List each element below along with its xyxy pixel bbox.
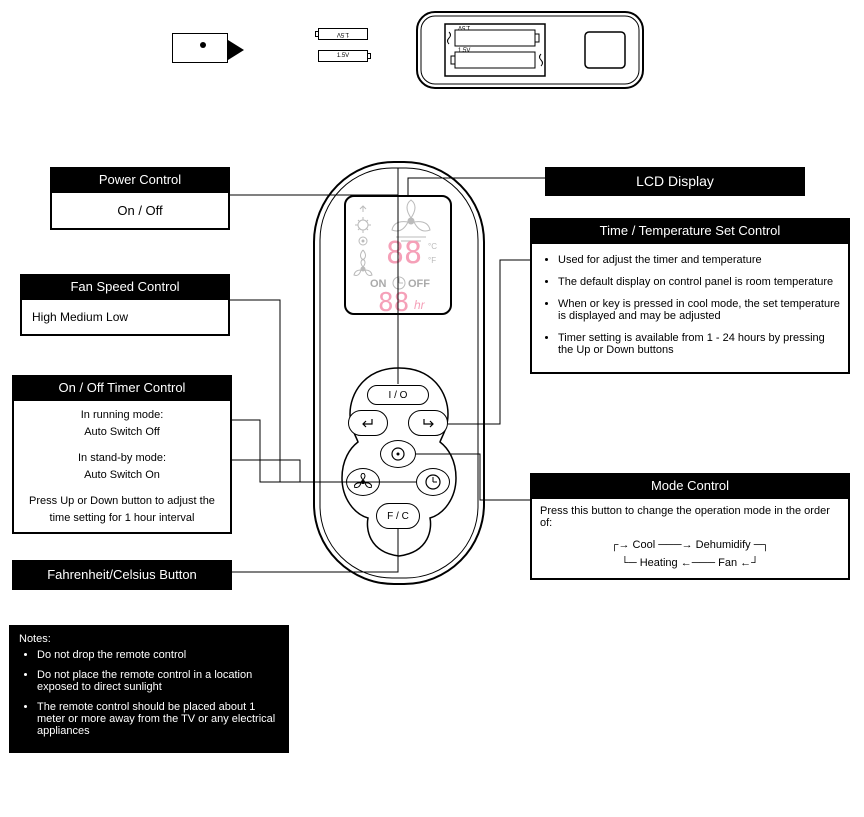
lcd-panel: 88 °C °F ON OFF 88 hr	[344, 195, 452, 315]
notes-bullet: The remote control should be placed abou…	[37, 701, 279, 737]
battery-voltage-label: 1.5V	[337, 53, 349, 59]
time-temp-box: Time / Temperature Set Control Used for …	[530, 218, 850, 374]
emitter-icon	[228, 40, 244, 60]
timer-adjust-text: Press Up or Down button to adjust the ti…	[22, 493, 222, 526]
fan-icon	[354, 473, 372, 491]
power-control-box: Power Control On / Off	[50, 167, 230, 230]
loose-battery-1: 1.5V	[318, 28, 368, 40]
mode-flow-cool: Cool	[633, 539, 656, 551]
mode-button[interactable]	[380, 440, 416, 468]
time-temp-bullet: The default display on control panel is …	[558, 276, 840, 288]
notes-bullet: Do not drop the remote control	[37, 649, 279, 661]
clock-icon	[424, 473, 442, 491]
battery-voltage-label: 1.5V	[337, 31, 349, 37]
svg-text:°C: °C	[428, 242, 437, 251]
power-control-title: Power Control	[51, 168, 229, 192]
mode-cycle-icon	[389, 445, 407, 463]
lcd-title: LCD Display	[545, 167, 805, 196]
mode-flow-heating: Heating	[640, 557, 678, 569]
timer-running-body: Auto Switch Off	[22, 424, 222, 441]
fan-speed-title: Fan Speed Control	[21, 275, 229, 299]
svg-text:hr: hr	[414, 298, 426, 312]
power-control-body: On / Off	[51, 192, 229, 229]
sensor-module-body	[172, 33, 228, 63]
power-button[interactable]: I / O	[367, 385, 429, 405]
time-temp-bullet: When or key is pressed in cool mode, the…	[558, 298, 840, 322]
time-temp-bullet: Timer setting is available from 1 - 24 h…	[558, 332, 840, 356]
temp-down-button[interactable]	[348, 410, 388, 436]
timer-standby-body: Auto Switch On	[22, 467, 222, 484]
mode-flow-diagram: ┌→ Cool ───→ Dehumidify ─┐ └─ Heating ←─…	[540, 537, 840, 572]
svg-text:°F: °F	[428, 256, 436, 265]
mode-control-title: Mode Control	[531, 474, 849, 498]
lcd-box: LCD Display	[545, 167, 805, 196]
fan-speed-button[interactable]	[346, 468, 380, 496]
remote-back-outline	[415, 10, 645, 90]
mode-control-body: Press this button to change the operatio…	[540, 505, 840, 529]
time-temp-list: Used for adjust the timer and temperatur…	[540, 254, 840, 356]
fan-speed-box: Fan Speed Control High Medium Low	[20, 274, 230, 336]
fc-title: Fahrenheit/Celsius Button	[13, 561, 231, 589]
lcd-temp-digits: 88	[386, 236, 422, 271]
fc-button-label: F / C	[387, 511, 409, 522]
timer-control-title: On / Off Timer Control	[13, 376, 231, 400]
notes-list: Do not drop the remote control Do not pl…	[19, 649, 279, 737]
notes-bullet: Do not place the remote control in a loc…	[37, 669, 279, 693]
time-temp-title: Time / Temperature Set Control	[531, 219, 849, 243]
fc-button[interactable]: F / C	[376, 503, 420, 529]
timer-running-label: In running mode:	[22, 407, 222, 424]
lcd-contents-icon: 88 °C °F ON OFF 88 hr	[346, 197, 454, 317]
sensor-dot-icon	[200, 42, 206, 48]
fan-speed-body: High Medium Low	[21, 299, 229, 335]
timer-button[interactable]	[416, 468, 450, 496]
mode-flow-dehumidify: Dehumidify	[696, 539, 751, 551]
svg-text:88: 88	[378, 288, 409, 317]
mode-control-box: Mode Control Press this button to change…	[530, 473, 850, 580]
power-button-label: I / O	[389, 390, 408, 401]
arrow-return-left-icon	[358, 416, 378, 430]
fc-box: Fahrenheit/Celsius Button	[12, 560, 232, 590]
arrow-return-right-icon	[418, 416, 438, 430]
mode-flow-fan: Fan	[718, 557, 737, 569]
back-battery-label-a: 1.5V	[458, 24, 470, 30]
time-temp-bullet: Used for adjust the timer and temperatur…	[558, 254, 840, 266]
loose-battery-2: 1.5V	[318, 50, 368, 62]
timer-control-box: On / Off Timer Control In running mode: …	[12, 375, 232, 534]
timer-standby-label: In stand-by mode:	[22, 450, 222, 467]
svg-text:OFF: OFF	[408, 278, 430, 290]
notes-box: Notes: Do not drop the remote control Do…	[9, 625, 289, 753]
temp-up-button[interactable]	[408, 410, 448, 436]
back-battery-label-b: 1.5V	[458, 48, 470, 54]
notes-title: Notes:	[19, 633, 279, 645]
